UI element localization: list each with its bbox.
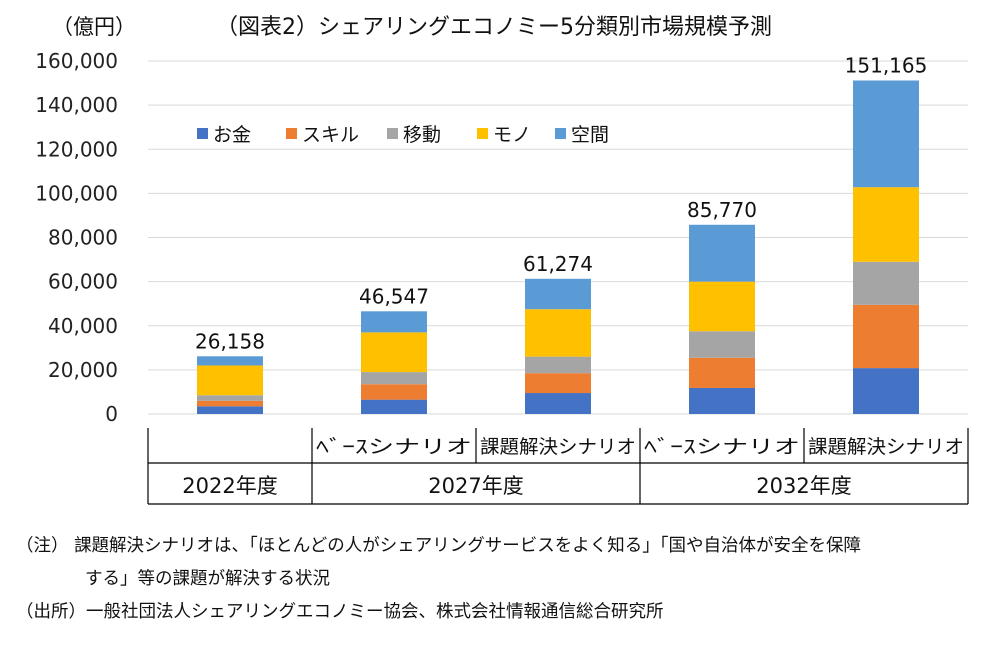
y-tick-label: 40,000 xyxy=(48,314,118,338)
y-tick-label: 80,000 xyxy=(48,226,118,250)
total-label: 61,274 xyxy=(523,252,593,276)
bar-segment-モノ xyxy=(361,332,427,373)
bar-segment-移動 xyxy=(853,261,919,305)
bar-segment-お金 xyxy=(853,368,919,414)
y-tick-label: 120,000 xyxy=(35,137,118,161)
legend-swatch xyxy=(286,128,297,139)
note-line-2: する」等の課題が解決する状況 xyxy=(85,569,330,589)
legend-swatch xyxy=(555,128,566,139)
total-label: 46,547 xyxy=(359,284,429,308)
y-tick-label: 20,000 xyxy=(48,358,118,382)
y-tick-label: 140,000 xyxy=(35,93,118,117)
category-label: 課題解決シナリオ xyxy=(808,436,964,458)
total-label: 151,165 xyxy=(845,53,928,77)
footnotes: （注） 課題解決シナリオは、「ほとんどの人がシェアリングサービスをよく知る」「国… xyxy=(16,530,861,629)
bar-segment-スキル xyxy=(689,357,755,388)
legend-swatch xyxy=(387,128,398,139)
bar-segment-空間 xyxy=(361,311,427,333)
legend-label: 空間 xyxy=(571,124,609,146)
bar-segment-スキル xyxy=(361,384,427,400)
bar-segment-お金 xyxy=(361,399,427,414)
bar-segment-モノ xyxy=(689,281,755,332)
y-tick-label: 60,000 xyxy=(48,270,118,294)
legend-swatch xyxy=(197,128,208,139)
y-axis-ticks: 0 20,000 40,000 60,000 80,000 100,000 120,000 1… xyxy=(35,49,118,426)
bar-segment-空間 xyxy=(525,278,591,310)
note-line-1: （注） 課題解決シナリオは、「ほとんどの人がシェアリングサービスをよく知る」「国… xyxy=(16,536,862,556)
bar-segment-空間 xyxy=(197,356,263,366)
year-group-label: 2022年度 xyxy=(182,474,277,498)
y-tick-label: 100,000 xyxy=(35,181,118,205)
legend-swatch xyxy=(477,128,488,139)
bar-segment-移動 xyxy=(197,395,263,401)
category-label: ﾍﾞｰｽシナリオ xyxy=(644,436,800,458)
y-tick-label: 0 xyxy=(105,402,118,426)
bars xyxy=(197,80,919,414)
bar-segment-空間 xyxy=(853,80,919,188)
legend: お金 スキル 移動 モノ 空間 xyxy=(197,124,609,146)
year-group-label: 2032年度 xyxy=(756,474,851,498)
legend-label: お金 xyxy=(213,124,251,146)
category-label: 課題解決シナリオ xyxy=(480,436,636,458)
bar-segment-お金 xyxy=(197,406,263,414)
legend-label: スキル xyxy=(302,124,359,146)
bar-segment-モノ xyxy=(197,365,263,396)
y-tick-label: 160,000 xyxy=(35,49,118,73)
total-label: 26,158 xyxy=(195,329,265,353)
chart-title: （図表2）シェアリングエコノミー5分類別市場規模予測 xyxy=(216,15,772,40)
bar-segment-スキル xyxy=(197,400,263,407)
bar-segment-モノ xyxy=(853,187,919,262)
bar-segment-空間 xyxy=(689,224,755,282)
year-group-label: 2027年度 xyxy=(428,474,523,498)
bar-segment-モノ xyxy=(525,309,591,357)
unit-label: （億円） xyxy=(52,15,136,39)
legend-label: モノ xyxy=(493,124,531,146)
gridlines xyxy=(148,60,968,415)
legend-label: 移動 xyxy=(403,124,441,146)
bar-segment-移動 xyxy=(361,372,427,385)
total-label: 85,770 xyxy=(687,198,757,222)
bar-segment-スキル xyxy=(853,304,919,369)
bar-segment-お金 xyxy=(525,393,591,414)
bar-segment-移動 xyxy=(525,356,591,374)
bar-segment-スキル xyxy=(525,373,591,394)
stacked-bar-chart: （億円） （図表2）シェアリングエコノミー5分類別市場規模予測 0 20,000 4… xyxy=(35,15,969,505)
source-line: （出所）一般社団法人シェアリングエコノミー協会、株式会社情報通信総合研究所 xyxy=(16,602,664,622)
bar-segment-移動 xyxy=(689,331,755,358)
total-labels: 26,158 46,547 61,274 85,770 151,165 xyxy=(195,53,927,353)
bar-segment-お金 xyxy=(689,387,755,414)
category-label: ﾍﾞｰｽシナリオ xyxy=(316,436,472,458)
